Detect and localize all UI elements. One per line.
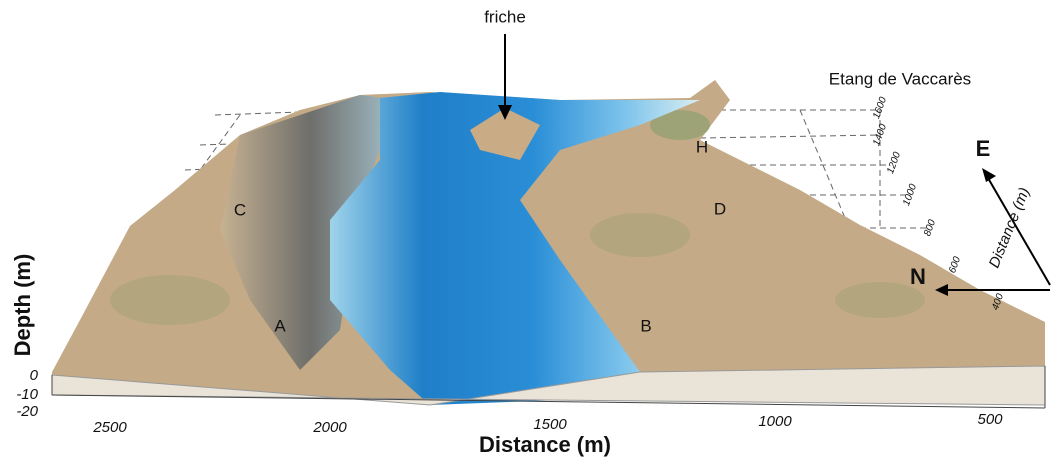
point-label: A [274,316,286,335]
x-tick-label: 2500 [92,419,127,436]
point-label: C [234,200,246,219]
vegetation [650,110,710,140]
z-tick-label: -20 [16,403,38,420]
y-tick-label: 1200 [885,150,903,175]
site-arrow-head [498,105,512,120]
x-axis-title: Distance (m) [479,432,611,457]
site-label: friche [484,7,526,26]
channel [330,92,700,405]
compass-label: N [910,264,926,289]
point-label: B [640,316,651,335]
east-arrow [987,177,1051,286]
x-tick-label: 500 [977,411,1003,428]
y-axis-title: Distance (m) [986,185,1034,270]
north-arrow-head [935,284,948,296]
y-tick-label: 1000 [901,182,919,207]
compass-label: E [976,136,991,161]
z-tick-label: 0 [30,367,39,384]
x-tick-label: 1000 [758,413,792,430]
point-label: H [696,137,708,156]
lake-label: Etang de Vaccarès [829,69,971,88]
vegetation [835,282,925,318]
vegetation [590,213,690,257]
vegetation [110,275,230,325]
east-arrow-head [982,168,996,182]
friche-mound [470,108,540,160]
x-tick-label: 2000 [312,419,347,436]
x-tick-label: 1500 [533,416,567,433]
y-tick-label: 1600 [871,95,889,120]
base-edge [51,394,1046,409]
y-tick-label: 1400 [871,122,889,147]
z-tick-label: -10 [16,386,38,403]
point-label: D [714,199,726,218]
west-bank [220,95,400,370]
y-tick-label: 800 [922,218,938,238]
y-tick-label: 600 [947,255,963,275]
z-axis-title: Depth (m) [10,254,35,357]
